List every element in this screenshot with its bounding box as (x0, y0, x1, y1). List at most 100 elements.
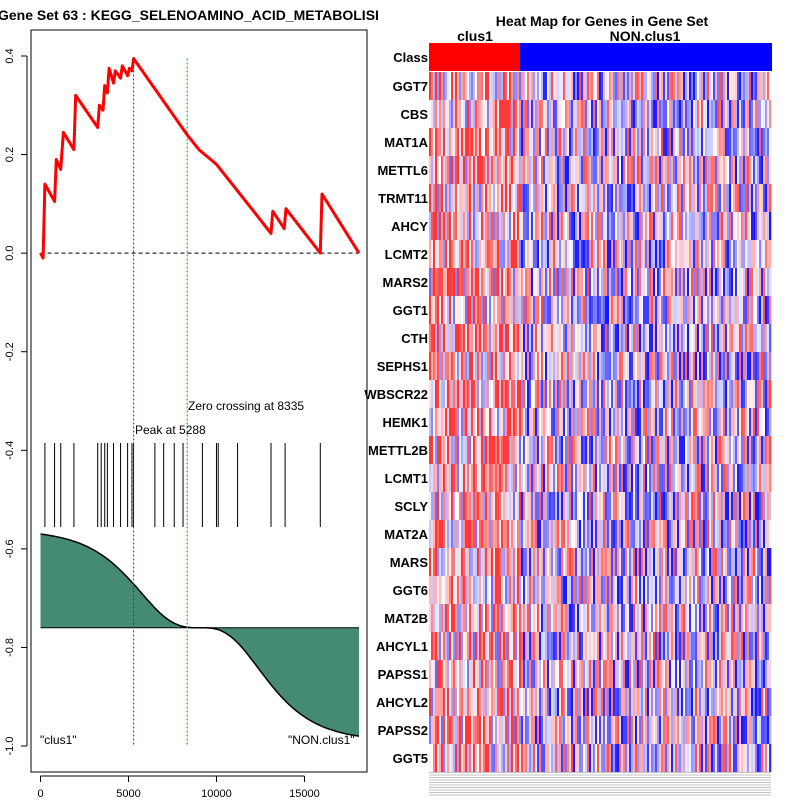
heat-cell (665, 464, 668, 492)
heat-cell (535, 72, 538, 100)
heat-cell (717, 296, 720, 324)
heat-cell (749, 436, 752, 464)
heat-cell (743, 520, 746, 548)
heat-cell (439, 212, 442, 240)
heat-cell (479, 744, 482, 772)
heat-cell (483, 632, 486, 660)
heat-cell (581, 72, 584, 100)
heat-cell (511, 380, 514, 408)
heat-cell (555, 464, 558, 492)
heat-cell (625, 296, 628, 324)
heat-cell (571, 660, 574, 688)
heat-cell (683, 72, 686, 100)
heat-cell (477, 296, 480, 324)
heat-cell (597, 436, 600, 464)
heat-cell (761, 436, 764, 464)
heat-cell (575, 128, 578, 156)
heat-cell (655, 100, 658, 128)
heat-cell (617, 520, 620, 548)
heat-cell (433, 408, 436, 436)
heat-cell (671, 268, 674, 296)
heat-cell (545, 408, 548, 436)
heat-cell (737, 324, 740, 352)
heat-cell (603, 604, 606, 632)
heat-cell (711, 184, 714, 212)
heat-cell (475, 576, 478, 604)
heat-cell (763, 100, 766, 128)
heat-cell (735, 212, 738, 240)
heat-cell (753, 380, 756, 408)
heat-cell (645, 660, 648, 688)
heat-cell (455, 576, 458, 604)
heat-cell (439, 436, 442, 464)
heat-cell (713, 240, 716, 268)
heat-cell (679, 100, 682, 128)
heat-cell (499, 520, 502, 548)
heat-cell (731, 604, 734, 632)
heat-cell (439, 688, 442, 716)
heat-cell (679, 520, 682, 548)
heat-cell (579, 156, 582, 184)
heat-cell (609, 408, 612, 436)
heat-cell (749, 212, 752, 240)
heat-cell (679, 660, 682, 688)
heat-cell (761, 464, 764, 492)
heat-cell (525, 100, 528, 128)
heat-cell (493, 744, 496, 772)
heat-cell (489, 324, 492, 352)
heat-cell (623, 520, 626, 548)
heat-cell (651, 184, 654, 212)
heat-cell (431, 240, 434, 268)
heat-cell (567, 184, 570, 212)
heat-cell (573, 324, 576, 352)
heat-cell (467, 576, 470, 604)
heat-cell (623, 184, 626, 212)
heat-cell (623, 632, 626, 660)
heat-cell (453, 100, 456, 128)
heat-cell (747, 72, 750, 100)
heat-cell (507, 156, 510, 184)
heat-cell (761, 660, 764, 688)
heat-cell (589, 576, 592, 604)
heat-cell (647, 548, 650, 576)
heat-cell (455, 632, 458, 660)
heat-cell (449, 72, 452, 100)
heat-cell (429, 100, 432, 128)
heat-cell (443, 548, 446, 576)
heat-cell (499, 408, 502, 436)
heat-cell (711, 324, 714, 352)
heat-cell (461, 184, 464, 212)
heat-cell (769, 548, 772, 576)
heat-cell (615, 100, 618, 128)
heat-cell (481, 520, 484, 548)
heat-cell (741, 100, 744, 128)
heat-cell (573, 660, 576, 688)
heat-cell (519, 240, 522, 268)
heat-cell (651, 548, 654, 576)
heat-cell (547, 212, 550, 240)
gene-label: AHCYL1 (376, 639, 428, 654)
heat-cell (689, 128, 692, 156)
heat-cell (747, 380, 750, 408)
heat-cell (513, 436, 516, 464)
heat-cell (651, 660, 654, 688)
heat-cell (589, 408, 592, 436)
heat-cell (629, 464, 632, 492)
heat-cell (683, 380, 686, 408)
heat-cell (623, 296, 626, 324)
heat-cell (607, 688, 610, 716)
heat-cell (491, 548, 494, 576)
heat-cell (671, 212, 674, 240)
heat-cell (567, 548, 570, 576)
heat-cell (467, 352, 470, 380)
heat-cell (687, 240, 690, 268)
heat-cell (717, 576, 720, 604)
heat-cell (729, 100, 732, 128)
heat-cell (671, 632, 674, 660)
heat-cell (465, 436, 468, 464)
heat-cell (573, 436, 576, 464)
heat-cell (515, 296, 518, 324)
heat-cell (747, 660, 750, 688)
heat-cell (515, 688, 518, 716)
heat-cell (683, 184, 686, 212)
